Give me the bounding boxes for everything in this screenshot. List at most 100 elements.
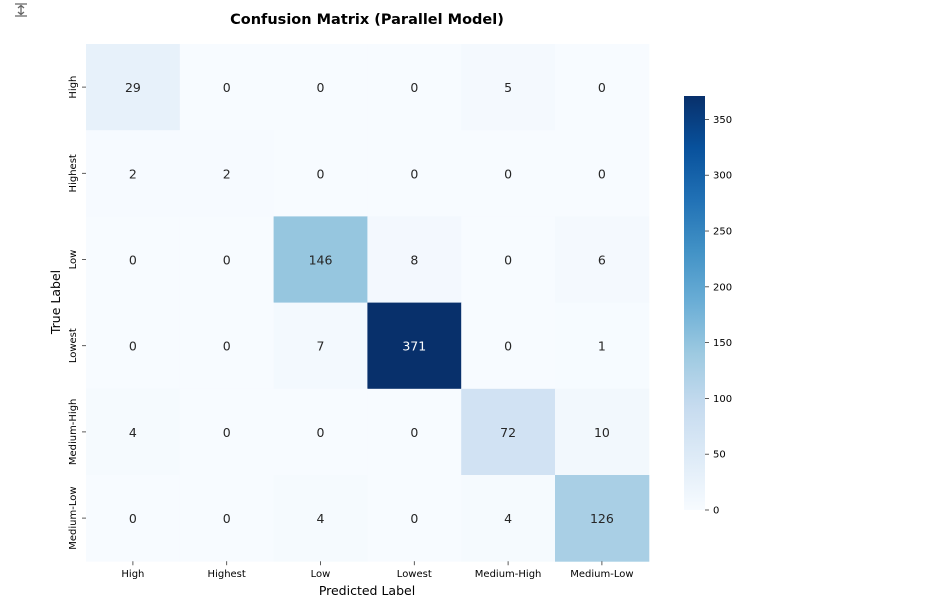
heatmap-cell <box>555 302 650 390</box>
cell-value-label: 8 <box>410 253 418 268</box>
colorbar-tick-label: 150 <box>713 338 732 349</box>
heatmap-cell <box>555 44 650 131</box>
cell-value-label: 4 <box>317 511 325 526</box>
heatmap-cell <box>461 44 556 131</box>
cell-value-label: 0 <box>129 339 137 354</box>
cell-value-label: 0 <box>223 511 231 526</box>
expand-output-icon[interactable] <box>12 2 30 18</box>
y-tick-label: Medium-High <box>68 399 79 466</box>
colorbar-tick-label: 200 <box>713 282 732 293</box>
heatmap-cell <box>86 216 181 304</box>
y-tick-label: Highest <box>68 154 79 192</box>
cell-value-label: 0 <box>223 253 231 268</box>
cell-value-label: 4 <box>504 511 512 526</box>
y-tick-label: Medium-Low <box>68 486 79 549</box>
x-axis-label: Predicted Label <box>319 583 415 598</box>
cell-value-label: 0 <box>317 166 325 181</box>
heatmap-cell <box>179 302 275 390</box>
heatmap-cell <box>461 216 556 304</box>
cell-value-label: 0 <box>129 253 137 268</box>
cell-value-label: 0 <box>410 511 418 526</box>
y-tick-label: Low <box>68 250 79 270</box>
heatmap-cell <box>273 475 368 562</box>
cell-value-label: 2 <box>129 166 137 181</box>
heatmap-cell <box>179 216 275 304</box>
y-tick-label: High <box>68 76 79 99</box>
cell-value-label: 0 <box>317 425 325 440</box>
heatmap-cell <box>179 130 275 217</box>
heatmap-cell <box>461 388 556 476</box>
cell-value-label: 0 <box>410 166 418 181</box>
heatmap-cell <box>555 130 650 217</box>
heatmap-cell <box>273 302 368 390</box>
colorbar-tick-label: 250 <box>713 227 732 238</box>
heatmap-cell <box>86 475 181 562</box>
cell-value-label: 146 <box>309 253 333 268</box>
colorbar-tick-label: 50 <box>713 450 726 461</box>
colorbar-gradient <box>684 96 705 510</box>
x-tick-label: Low <box>311 569 331 580</box>
cell-value-label: 0 <box>598 166 606 181</box>
x-tick-label: Medium-High <box>475 569 542 580</box>
x-tick-label: High <box>121 569 144 580</box>
cell-value-label: 0 <box>504 166 512 181</box>
heatmap-cell <box>179 388 275 476</box>
heatmap-cell <box>367 216 462 304</box>
cell-value-label: 0 <box>223 425 231 440</box>
heatmap-cell <box>367 302 462 390</box>
colorbar: 0 50 100 150 200 250 300 350 <box>684 96 732 517</box>
cell-value-label: 0 <box>504 253 512 268</box>
y-axis-ticks: High Highest Low Lowest Medium-High Medium-Lo… <box>68 76 86 550</box>
heatmap-cell <box>367 475 462 562</box>
heatmap-cell <box>367 388 462 476</box>
cell-value-label: 7 <box>317 339 325 354</box>
cell-value-label: 0 <box>410 425 418 440</box>
cell-value-label: 29 <box>125 80 141 95</box>
heatmap-cell <box>367 130 462 217</box>
heatmap-cell <box>461 302 556 390</box>
heatmap-cell <box>179 44 275 131</box>
colorbar-tick-label: 350 <box>713 115 732 126</box>
heatmap-cell <box>86 130 181 217</box>
heatmap-cells: 29 0 0 0 5 0 2 2 0 0 0 0 0 0 146 8 0 6 0 0 7 371 0 1 4 0 0 0 72 10 0 0 4… <box>86 44 650 562</box>
x-tick-label: Medium-Low <box>570 569 633 580</box>
heatmap-cell <box>555 388 650 476</box>
colorbar-tick-label: 300 <box>713 171 732 182</box>
cell-value-label: 72 <box>500 425 516 440</box>
chart-title: Confusion Matrix (Parallel Model) <box>230 12 504 28</box>
heatmap-cell <box>461 475 556 562</box>
heatmap-cell <box>555 475 650 562</box>
heatmap-cell <box>179 475 275 562</box>
cell-value-label: 0 <box>598 80 606 95</box>
cell-value-label: 0 <box>223 339 231 354</box>
x-axis-ticks: High Highest Low Lowest Medium-High Medium-Lo… <box>121 561 634 580</box>
cell-value-label: 6 <box>598 253 606 268</box>
cell-value-label: 0 <box>223 80 231 95</box>
cell-value-label: 5 <box>504 80 512 95</box>
cell-value-label: 126 <box>590 511 614 526</box>
heatmap-cell <box>555 216 650 304</box>
cell-value-label: 1 <box>598 339 606 354</box>
cell-value-label: 371 <box>402 339 426 354</box>
colorbar-tick-label: 0 <box>713 506 719 517</box>
heatmap-cell <box>461 130 556 217</box>
cell-value-label: 4 <box>129 425 137 440</box>
cell-value-label: 0 <box>129 511 137 526</box>
y-axis-label: True Label <box>48 270 63 335</box>
heatmap-cell <box>273 388 368 476</box>
cell-value-label: 0 <box>410 80 418 95</box>
heatmap-cell <box>273 130 368 217</box>
colorbar-tick-label: 100 <box>713 394 732 405</box>
y-tick-label: Lowest <box>68 328 79 363</box>
heatmap-cell <box>86 388 181 476</box>
heatmap-cell <box>367 44 462 131</box>
cell-value-label: 0 <box>317 80 325 95</box>
cell-value-label: 0 <box>504 339 512 354</box>
cell-value-label: 2 <box>223 166 231 181</box>
heatmap-cell <box>273 44 368 131</box>
heatmap-cell <box>273 216 368 304</box>
x-tick-label: Highest <box>208 569 246 580</box>
x-tick-label: Lowest <box>397 569 432 580</box>
cell-value-label: 10 <box>594 425 610 440</box>
